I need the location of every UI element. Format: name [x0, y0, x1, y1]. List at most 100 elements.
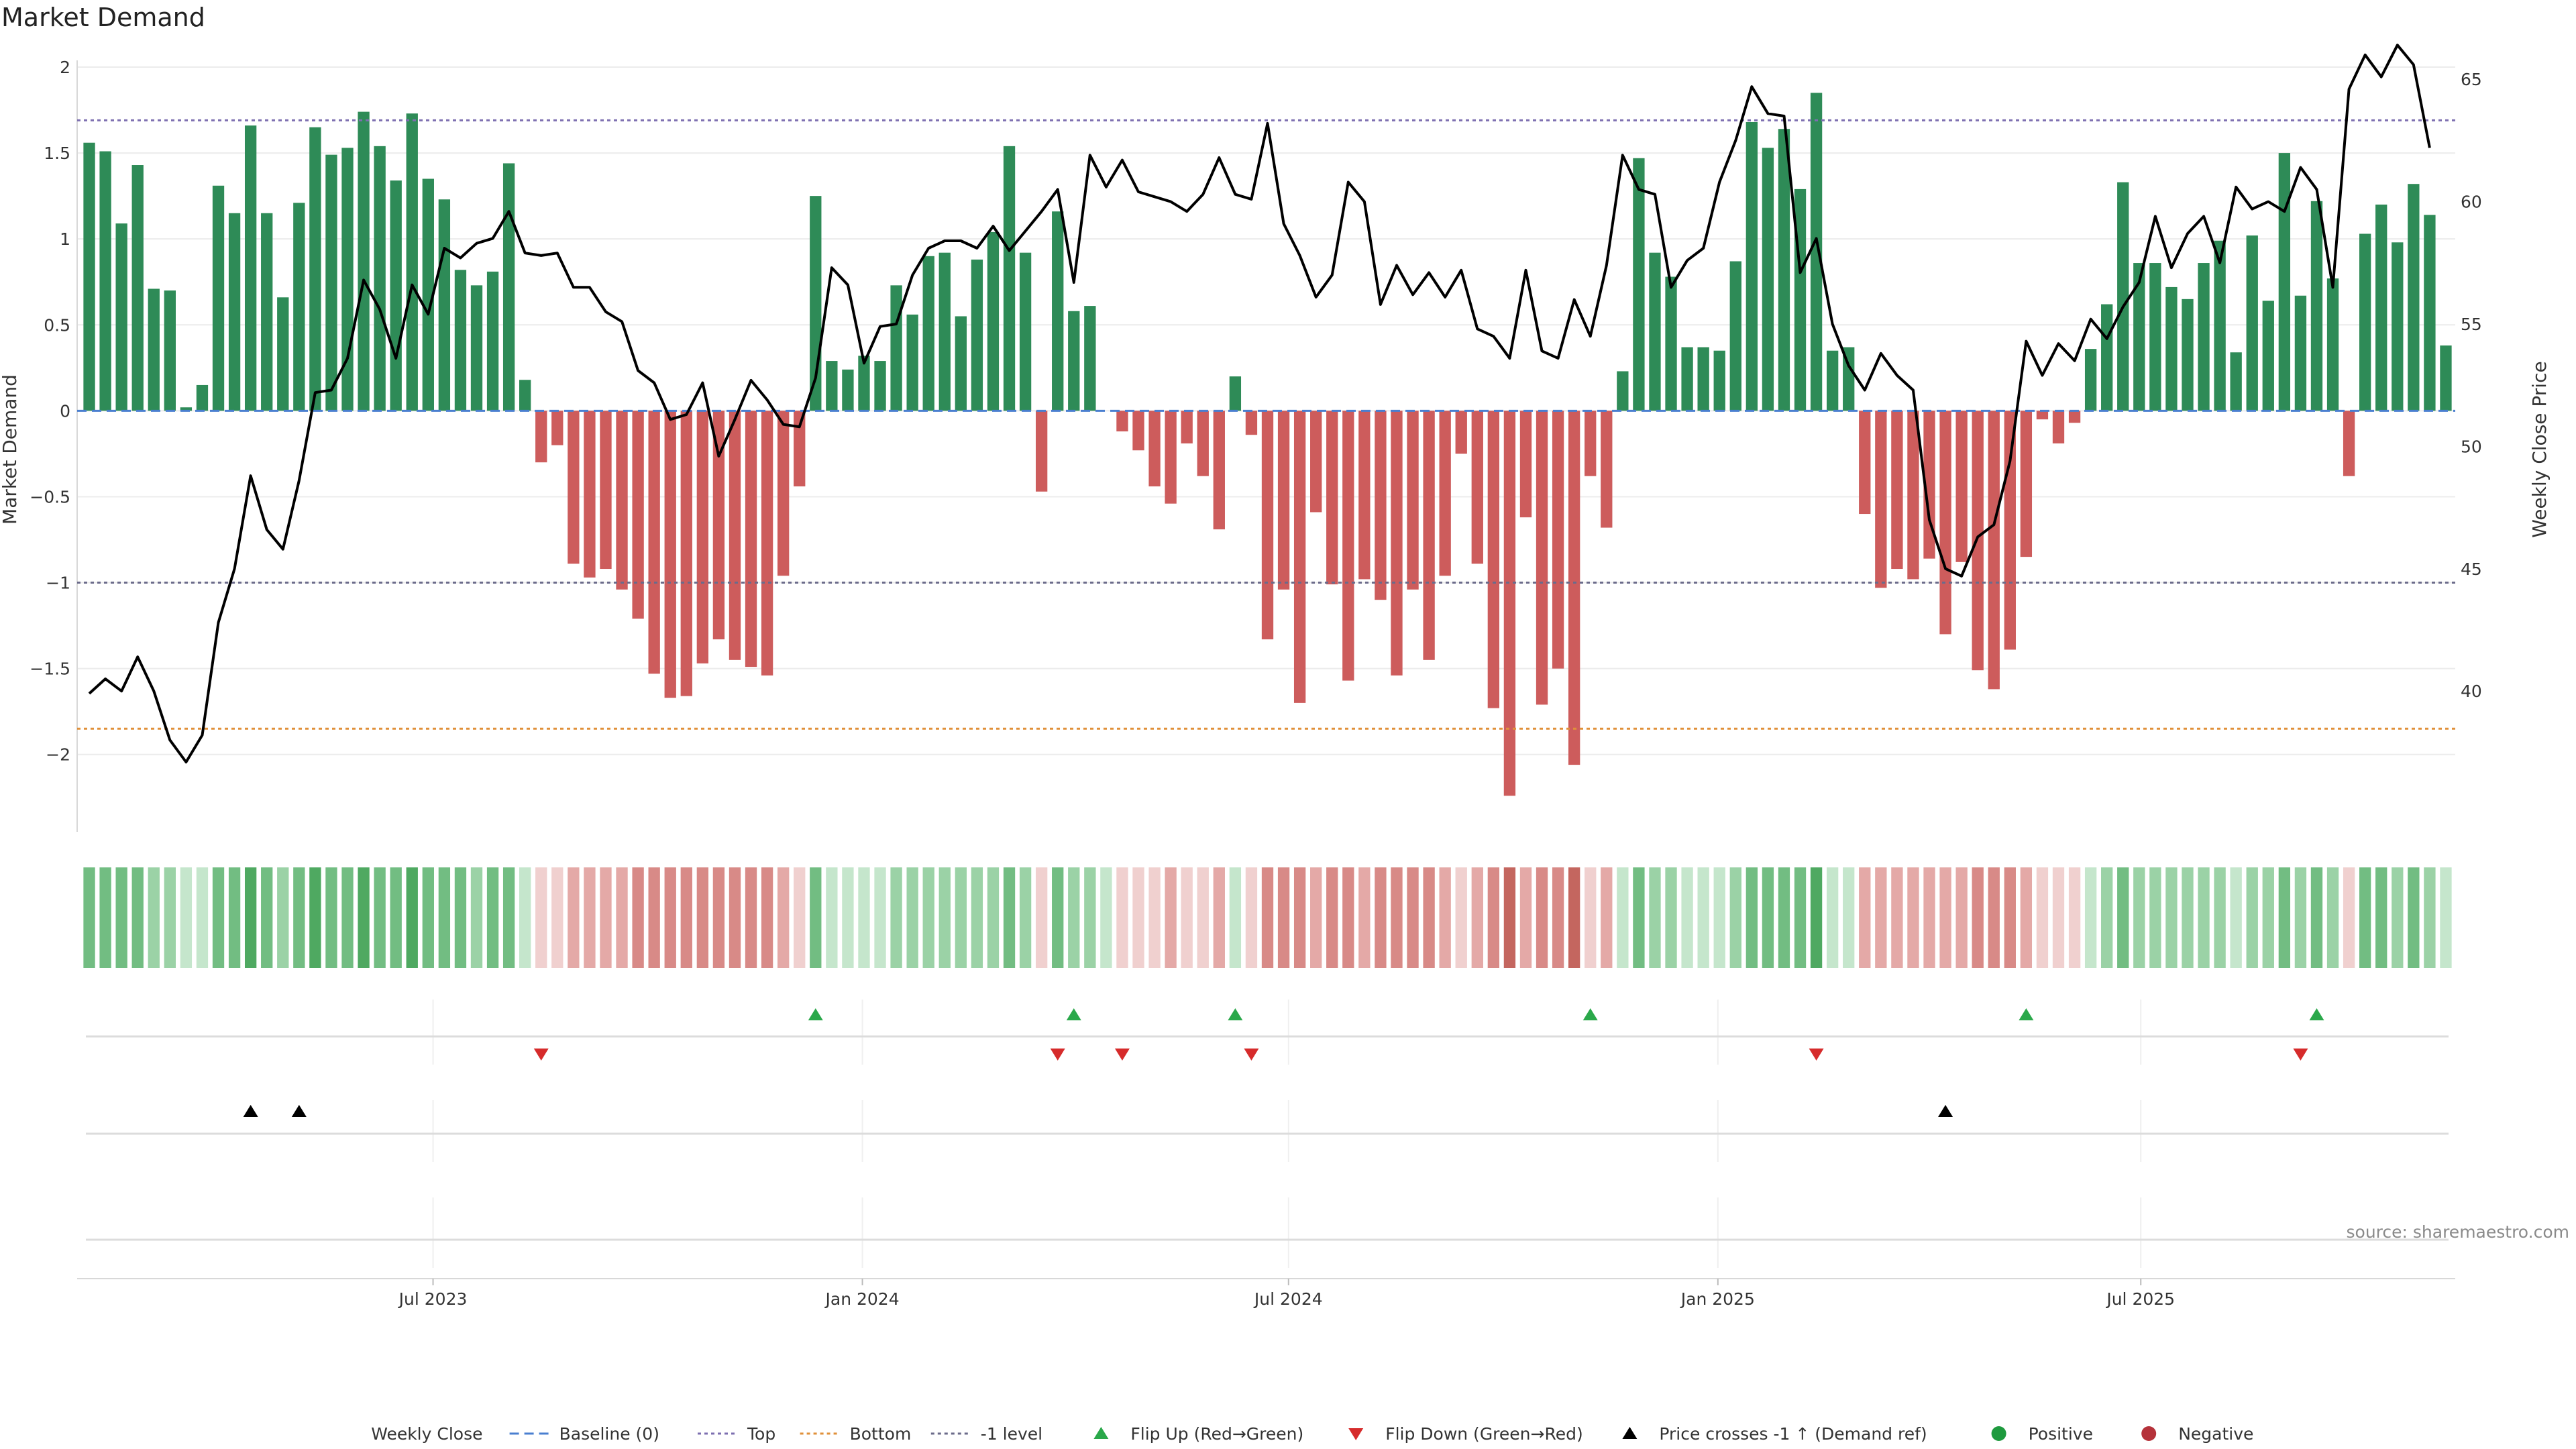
strip-cell — [2392, 867, 2404, 968]
demand-bar-negative — [1342, 411, 1354, 681]
demand-bar-negative — [1261, 411, 1274, 640]
demand-bar-positive — [1003, 146, 1016, 411]
legend-label: -1 level — [981, 1424, 1042, 1444]
strip-cell — [438, 867, 451, 968]
demand-bar-positive — [858, 356, 870, 411]
strip-cell — [1455, 867, 1467, 968]
strip-cell — [2408, 867, 2420, 968]
strip-cell — [2198, 867, 2210, 968]
x-tick-label: Jan 2024 — [824, 1289, 900, 1309]
demand-bar-negative — [1972, 411, 1984, 671]
strip-cell — [2359, 867, 2371, 968]
demand-bar-negative — [2068, 411, 2081, 423]
strip-cell — [83, 867, 95, 968]
x-tick-label: Jan 2025 — [1680, 1289, 1755, 1309]
demand-bar-negative — [1197, 411, 1209, 476]
demand-bar-negative — [1213, 411, 1225, 530]
strip-cell — [115, 867, 127, 968]
demand-bar-negative — [1423, 411, 1435, 660]
demand-bar-negative — [584, 411, 596, 578]
strip-cell — [680, 867, 692, 968]
price-cross-marker — [243, 1105, 258, 1117]
y2-axis-label: Weekly Close Price — [2528, 361, 2551, 537]
strip-cell — [2294, 867, 2307, 968]
strip-cell — [1342, 867, 1354, 968]
y-tick-label: 1.5 — [44, 144, 70, 163]
strip-cell — [2310, 867, 2323, 968]
strip-cell — [1617, 867, 1629, 968]
y-tick-label: 0 — [60, 401, 70, 421]
strip-cell — [1681, 867, 1693, 968]
strip-cell — [196, 867, 209, 968]
demand-bar-positive — [390, 180, 402, 411]
flip-down-marker — [533, 1049, 549, 1061]
strip-cell — [551, 867, 564, 968]
demand-bar-negative — [1358, 411, 1371, 580]
strip-cell — [1939, 867, 1951, 968]
strip-cell — [535, 867, 547, 968]
demand-bar-positive — [2133, 263, 2145, 411]
demand-bar-positive — [422, 178, 434, 411]
y-tick-label: −1 — [46, 574, 70, 593]
source-label: source: sharemaestro.com — [2346, 1222, 2570, 1242]
demand-bar-positive — [2392, 242, 2404, 411]
strip-cell — [712, 867, 725, 968]
demand-bar-negative — [1503, 411, 1516, 796]
strip-cell — [1100, 867, 1112, 968]
demand-bar-positive — [374, 146, 386, 411]
demand-bar-positive — [2294, 295, 2307, 411]
demand-bar-negative — [600, 411, 612, 570]
demand-bar-positive — [115, 223, 127, 411]
demand-bar-positive — [1778, 129, 1790, 411]
demand-bar-positive — [131, 165, 144, 411]
strip-cell — [1197, 867, 1209, 968]
strip-cell — [1988, 867, 2000, 968]
demand-bar-positive — [2310, 201, 2323, 411]
strip-cell — [519, 867, 531, 968]
demand-bar-negative — [1875, 411, 1887, 588]
strip-cell — [1552, 867, 1564, 968]
strip-cell — [325, 867, 337, 968]
demand-bar-positive — [1810, 93, 1823, 411]
demand-bar-positive — [2214, 240, 2226, 411]
strip-cell — [955, 867, 967, 968]
demand-bar-negative — [1293, 411, 1306, 703]
strip-cell — [890, 867, 902, 968]
y-tick-label: −0.5 — [30, 487, 70, 506]
demand-bar-positive — [1052, 211, 1064, 411]
strip-cell — [971, 867, 983, 968]
demand-bar-negative — [2020, 411, 2033, 557]
demand-bar-positive — [874, 361, 886, 411]
strip-cell — [486, 867, 499, 968]
demand-bar-negative — [648, 411, 660, 674]
strip-cell — [1148, 867, 1161, 968]
strip-cell — [180, 867, 193, 968]
demand-bar-positive — [1746, 121, 1758, 411]
strip-cell — [1277, 867, 1290, 968]
strip-cell — [696, 867, 709, 968]
demand-bar-negative — [1245, 411, 1258, 435]
strip-cell — [1487, 867, 1500, 968]
strip-cell — [2343, 867, 2355, 968]
demand-bar-positive — [2165, 286, 2178, 411]
strip-cell — [131, 867, 144, 968]
legend-label: Flip Down (Green→Red) — [1385, 1424, 1583, 1444]
strip-cell — [2004, 867, 2016, 968]
strip-cell — [358, 867, 370, 968]
demand-bar-positive — [83, 142, 95, 411]
demand-bar-positive — [228, 213, 241, 411]
demand-bar-positive — [470, 285, 483, 411]
strip-cell — [2262, 867, 2274, 968]
demand-bar-negative — [1277, 411, 1290, 590]
y-tick-label: −1.5 — [30, 659, 70, 679]
demand-bar-negative — [1601, 411, 1613, 528]
legend-symbol-negative — [2141, 1426, 2157, 1441]
legend-symbol-positive — [1991, 1426, 2006, 1441]
demand-bar-positive — [2198, 263, 2210, 411]
demand-bar-positive — [1665, 276, 1677, 411]
strip-cell — [2165, 867, 2178, 968]
y-tick-label: 1 — [60, 229, 70, 249]
demand-bar-positive — [277, 297, 289, 411]
strip-cell — [906, 867, 918, 968]
strip-cell — [244, 867, 257, 968]
